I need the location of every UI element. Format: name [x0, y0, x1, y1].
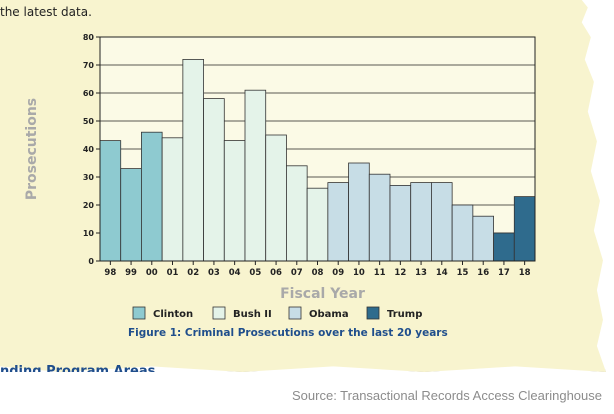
y-tick-label: 30	[83, 173, 95, 182]
x-tick-label: 10	[353, 268, 365, 278]
x-tick-label: 18	[519, 268, 531, 278]
y-tick-label: 0	[88, 257, 94, 266]
y-axis-title: Prosecutions	[24, 98, 40, 200]
x-tick-label: 99	[125, 268, 137, 278]
x-tick-label: 04	[229, 268, 241, 278]
x-tick-label: 06	[270, 268, 282, 278]
x-tick-label: 01	[167, 268, 179, 278]
bar-03	[203, 98, 225, 262]
x-tick-label: 16	[477, 268, 489, 278]
y-tick-label: 60	[83, 89, 95, 98]
section-heading-fragment: nding Program Areas	[0, 364, 156, 372]
x-tick-label: 98	[104, 268, 116, 278]
y-tick-label: 20	[83, 201, 95, 210]
bar-08	[306, 187, 329, 262]
x-tick-label: 17	[498, 268, 510, 278]
x-tick-label: 02	[187, 268, 199, 278]
x-tick-label: 12	[394, 268, 406, 278]
bar-13	[410, 182, 432, 262]
bar-11	[368, 173, 391, 262]
x-tick-label: 09	[332, 268, 344, 278]
y-tick-label: 80	[83, 33, 95, 42]
x-tick-label: 11	[374, 268, 386, 278]
x-tick-label: 03	[208, 268, 220, 278]
y-tick-label: 70	[83, 61, 95, 70]
bar-02	[182, 59, 204, 262]
bar-04	[223, 140, 246, 262]
figure-caption: Figure 1: Criminal Prosecutions over the…	[128, 327, 448, 339]
legend-label: Trump	[387, 309, 422, 320]
bar-10	[348, 162, 370, 262]
bar-17	[493, 232, 515, 262]
bar-05	[244, 89, 267, 262]
bar-99	[120, 168, 142, 262]
legend-swatch-trump	[366, 306, 380, 320]
axes	[96, 36, 536, 265]
bar-15	[451, 204, 474, 262]
bar-16	[472, 215, 494, 262]
x-tick-labels: 98 99 00 01 02 03 04 05 06 07 08 09 10 11 12 13 14 15 16 17…	[104, 268, 530, 278]
x-tick-label: 00	[146, 268, 158, 278]
legend-label: Bush II	[233, 309, 272, 320]
legend-swatch-clinton	[132, 306, 146, 320]
bar-98	[99, 140, 122, 262]
intro-text: the latest data.	[0, 5, 92, 19]
bar-00	[141, 131, 163, 262]
y-tick-label: 40	[83, 145, 95, 154]
x-tick-label: 14	[436, 268, 448, 278]
x-tick-label: 05	[249, 268, 261, 278]
legend-swatch-bush-ii	[212, 306, 226, 320]
y-tick-label: 10	[83, 229, 95, 238]
bar-01	[161, 137, 184, 262]
bar-06	[265, 134, 287, 262]
y-tick-label: 50	[83, 117, 95, 126]
legend-label: Clinton	[153, 309, 193, 320]
x-tick-label: 15	[457, 268, 469, 278]
bar-series	[99, 59, 536, 262]
bar-07	[286, 165, 308, 262]
bar-09	[327, 182, 349, 262]
y-tick-labels: 0 10 20 30 40 50 60 70 80	[83, 33, 95, 266]
legend: Clinton Bush II Obama Trump	[132, 306, 422, 320]
x-tick-label: 08	[312, 268, 324, 278]
source-credit: Source: Transactional Records Access Cle…	[292, 388, 602, 403]
bar-14	[431, 182, 453, 262]
bar-12	[389, 184, 412, 262]
bar-18	[513, 196, 536, 262]
x-tick-label: 13	[415, 268, 427, 278]
legend-swatch-obama	[288, 306, 302, 320]
x-tick-label: 07	[291, 268, 303, 278]
x-axis-title: Fiscal Year	[280, 286, 365, 302]
legend-label: Obama	[309, 309, 349, 320]
